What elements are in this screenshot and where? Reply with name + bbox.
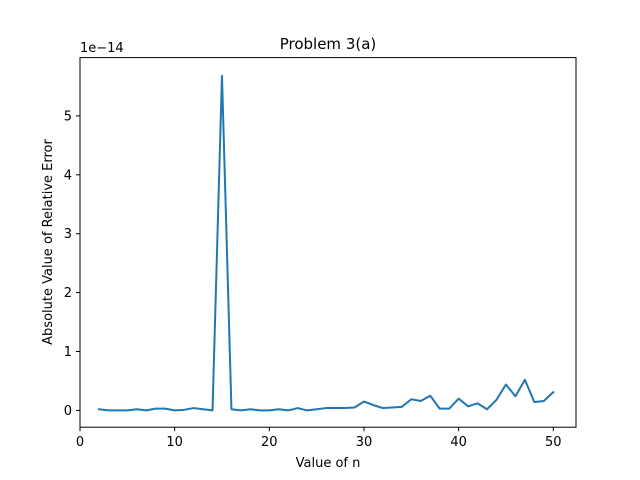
y-tick-label: 0 bbox=[64, 404, 72, 419]
y-tick-label: 3 bbox=[64, 227, 72, 242]
series-line bbox=[97, 74, 555, 412]
plot-frame bbox=[79, 57, 577, 428]
x-tick-label: 0 bbox=[76, 435, 84, 450]
y-tick-label: 4 bbox=[64, 168, 72, 183]
x-tick-label: 20 bbox=[261, 435, 278, 450]
x-tick-label: 40 bbox=[450, 435, 467, 450]
x-tick-label: 50 bbox=[545, 435, 562, 450]
y-tick-label: 5 bbox=[64, 109, 72, 124]
x-axis-label: Value of n bbox=[296, 456, 361, 471]
x-tick-label: 10 bbox=[166, 435, 183, 450]
x-tick-label: 30 bbox=[356, 435, 373, 450]
x-axis: 0 10 20 30 40 50 bbox=[76, 427, 562, 450]
y-axis: 0 1 2 3 4 5 bbox=[64, 109, 80, 419]
y-tick-label: 1 bbox=[64, 345, 72, 360]
y-offset-label: 1e−14 bbox=[80, 41, 124, 56]
y-tick-label: 2 bbox=[64, 286, 72, 301]
y-axis-label: Absolute Value of Relative Error bbox=[41, 139, 56, 345]
chart-title: Problem 3(a) bbox=[280, 35, 377, 53]
